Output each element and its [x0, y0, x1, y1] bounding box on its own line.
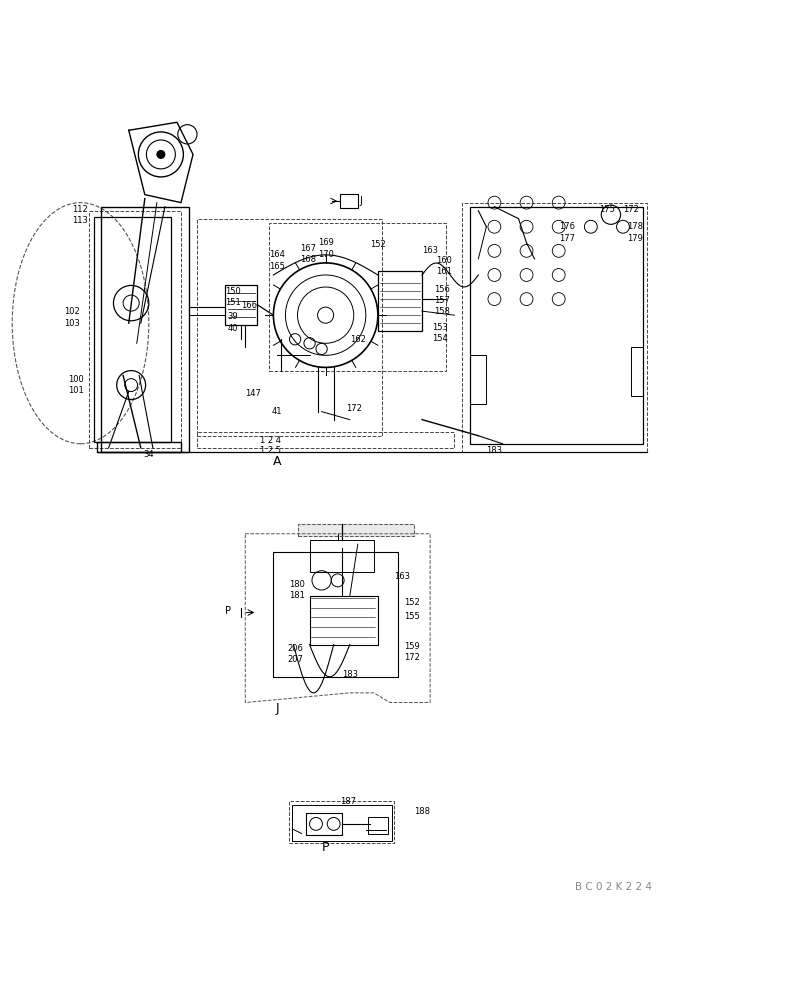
Text: 176: 176: [558, 222, 574, 231]
Text: 163: 163: [393, 572, 410, 581]
Bar: [367, 817, 388, 834]
Text: 172: 172: [404, 653, 420, 662]
Text: A: A: [272, 455, 281, 468]
Text: 183: 183: [341, 670, 358, 679]
Text: 153: 153: [431, 323, 447, 332]
Text: 152: 152: [369, 240, 385, 249]
Text: 175: 175: [599, 205, 614, 214]
Text: 172: 172: [345, 404, 361, 413]
Text: 154: 154: [431, 334, 447, 343]
Text: 179: 179: [626, 234, 642, 243]
Bar: [197, 219, 381, 436]
Bar: [470, 207, 642, 444]
Text: 159: 159: [404, 642, 419, 651]
Bar: [309, 540, 373, 572]
Bar: [377, 271, 422, 331]
Bar: [309, 596, 377, 645]
Bar: [269, 223, 445, 371]
Text: 41: 41: [272, 407, 282, 416]
Bar: [305, 813, 341, 835]
Text: J: J: [275, 702, 279, 715]
Bar: [340, 194, 358, 208]
Text: 151: 151: [225, 298, 241, 307]
Text: 169: 169: [317, 238, 333, 247]
Text: 152: 152: [404, 598, 419, 607]
Text: 177: 177: [558, 234, 574, 243]
Text: 166: 166: [241, 301, 257, 310]
Text: 172: 172: [622, 205, 638, 214]
Text: 103: 103: [64, 319, 80, 328]
Text: 100: 100: [68, 375, 84, 384]
Text: 206: 206: [287, 644, 303, 653]
Text: 157: 157: [434, 296, 449, 305]
Text: P: P: [225, 606, 230, 616]
Text: 40: 40: [227, 324, 238, 333]
Bar: [197, 432, 453, 448]
Text: 112: 112: [72, 205, 88, 214]
Text: P: P: [321, 841, 329, 854]
Text: 155: 155: [404, 612, 419, 621]
Text: 102: 102: [64, 307, 80, 316]
Text: 164: 164: [269, 250, 285, 259]
Text: B C 0 2 K 2 2 4: B C 0 2 K 2 2 4: [574, 882, 651, 892]
Bar: [101, 207, 189, 452]
Bar: [225, 285, 257, 325]
Bar: [273, 552, 397, 677]
Bar: [291, 805, 392, 841]
Text: 101: 101: [68, 386, 84, 395]
Text: 160: 160: [436, 256, 451, 265]
Text: 167: 167: [299, 244, 315, 253]
Text: 158: 158: [434, 307, 449, 316]
Text: 34: 34: [143, 450, 153, 459]
Text: J: J: [359, 196, 362, 206]
Text: 181: 181: [289, 591, 305, 600]
Text: 147: 147: [245, 389, 261, 398]
Text: 187: 187: [340, 797, 356, 806]
Text: 1 2 4: 1 2 4: [260, 436, 281, 445]
Text: 156: 156: [434, 285, 449, 294]
Text: 178: 178: [626, 222, 642, 231]
Circle shape: [317, 307, 333, 323]
Bar: [289, 801, 393, 843]
Text: 113: 113: [72, 216, 88, 225]
Text: 168: 168: [299, 255, 315, 264]
Text: 207: 207: [287, 655, 303, 664]
Text: 165: 165: [269, 262, 285, 271]
Circle shape: [157, 150, 165, 158]
Bar: [461, 203, 646, 452]
Bar: [88, 211, 181, 448]
Bar: [97, 442, 181, 452]
Text: 150: 150: [225, 287, 241, 296]
Text: 188: 188: [414, 807, 430, 816]
Text: 183: 183: [486, 446, 502, 455]
Text: 162: 162: [350, 335, 365, 344]
Bar: [470, 355, 486, 404]
Text: 161: 161: [436, 267, 451, 276]
Text: 39: 39: [227, 312, 238, 321]
Text: 180: 180: [289, 580, 305, 589]
Text: 163: 163: [422, 246, 437, 255]
Polygon shape: [297, 524, 414, 536]
Text: 170: 170: [317, 250, 333, 259]
Text: 1 2 5: 1 2 5: [260, 446, 281, 455]
Bar: [630, 347, 642, 396]
Bar: [94, 217, 170, 442]
